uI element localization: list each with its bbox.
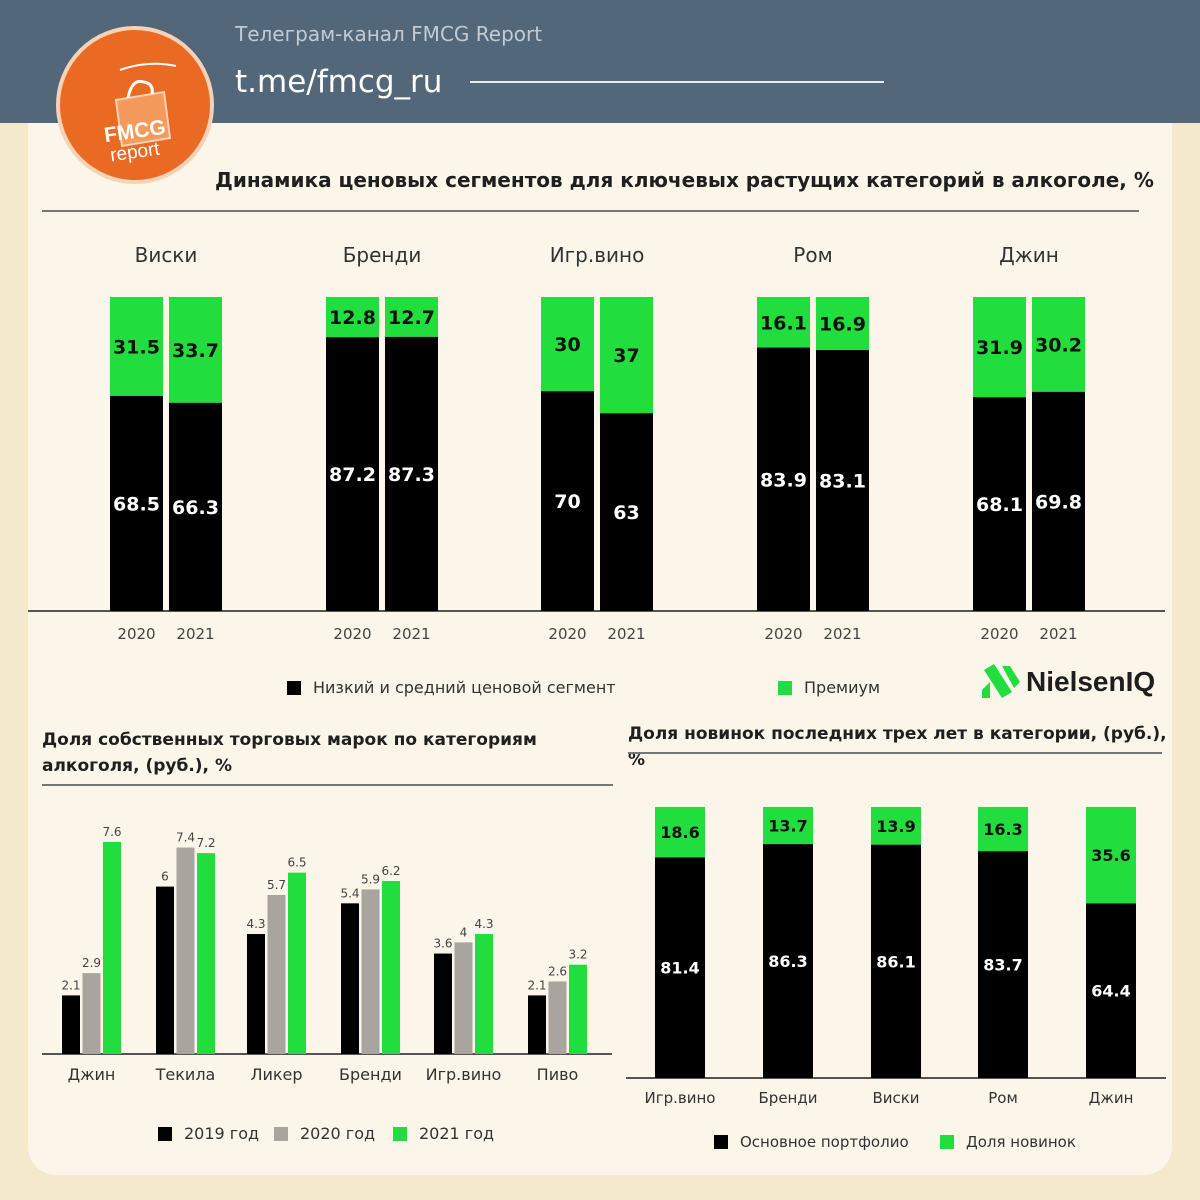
- main-chart-title: Динамика ценовых сегментов для ключевых …: [215, 168, 1154, 192]
- shopping-bag-icon: [114, 62, 177, 148]
- legend-premium: Премиум: [778, 678, 880, 697]
- main-title-rule: [42, 210, 1139, 212]
- nielseniq-wordmark: NielsenIQ: [1026, 666, 1156, 697]
- legend-2019-swatch: [158, 1126, 172, 1141]
- legend-low-mid-label: Низкий и средний ценовой сегмент: [313, 678, 616, 697]
- private-label-title-rule: [42, 784, 613, 786]
- header-divider: [470, 81, 884, 83]
- fmcg-report-logo: FMCG report: [56, 26, 214, 184]
- legend-premium-swatch: [778, 680, 792, 695]
- legend-low-mid: Низкий и средний ценовой сегмент: [287, 678, 616, 697]
- nielseniq-mark-icon: [982, 664, 1020, 698]
- legend-2020: 2020 год: [274, 1124, 375, 1143]
- legend-2020-label: 2020 год: [300, 1124, 376, 1143]
- legend-novelty-swatch: [940, 1135, 954, 1149]
- channel-name: Телеграм-канал FMCG Report: [235, 22, 543, 46]
- legend-2021: 2021 год: [393, 1124, 494, 1143]
- content-card: [28, 123, 1172, 1175]
- legend-2021-label: 2021 год: [419, 1124, 495, 1143]
- novelty-title: Доля новинок последних трех лет в катего…: [628, 724, 1167, 770]
- legend-premium-label: Премиум: [804, 678, 881, 697]
- legend-2020-swatch: [274, 1126, 288, 1141]
- private-label-title: Доля собственных торговых марок по катег…: [42, 730, 537, 776]
- legend-2019: 2019 год: [158, 1124, 259, 1143]
- channel-link[interactable]: t.me/fmcg_ru: [235, 64, 443, 100]
- legend-2019-label: 2019 год: [184, 1124, 260, 1143]
- legend-core-swatch: [714, 1135, 728, 1149]
- legend-core-label: Основное портфолио: [740, 1133, 909, 1151]
- legend-low-mid-swatch: [287, 680, 301, 695]
- legend-novelty: Доля новинок: [940, 1133, 1076, 1151]
- legend-2021-swatch: [393, 1126, 407, 1141]
- legend-core-portfolio: Основное портфолио: [714, 1133, 909, 1151]
- nielseniq-logo: NielsenIQ: [980, 662, 1155, 702]
- novelty-title-rule: [628, 752, 1162, 754]
- legend-novelty-label: Доля новинок: [966, 1133, 1076, 1151]
